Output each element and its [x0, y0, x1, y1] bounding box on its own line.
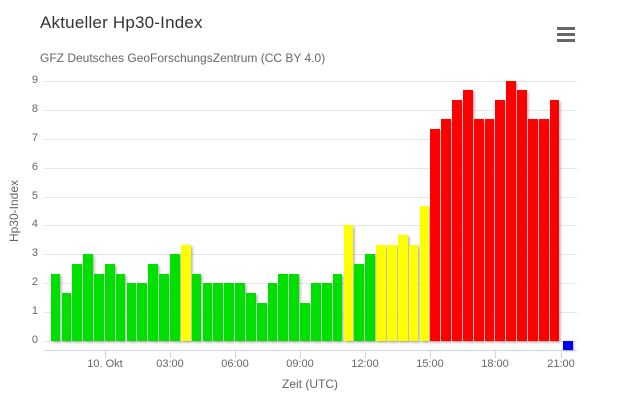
hp30-bar[interactable] — [115, 274, 126, 341]
gridline — [44, 254, 577, 255]
hp30-bar[interactable] — [104, 264, 115, 341]
hp30-bar[interactable] — [538, 119, 549, 341]
hp30-bar[interactable] — [267, 283, 278, 341]
x-axis-tick — [430, 350, 431, 358]
x-axis-line — [44, 350, 577, 351]
x-axis-tick — [365, 350, 366, 358]
hp30-bar[interactable] — [376, 245, 386, 341]
hp30-bar[interactable] — [159, 274, 169, 341]
hp30-bar[interactable] — [148, 264, 159, 341]
x-axis-label: 12:00 — [351, 358, 379, 370]
gridline — [44, 341, 577, 342]
hp30-bar[interactable] — [452, 100, 462, 341]
hamburger-icon — [557, 32, 575, 36]
x-axis-label: 03:00 — [156, 358, 184, 370]
x-axis-tick — [105, 350, 106, 358]
y-axis-label: 5 — [31, 190, 38, 202]
x-axis-label: 06:00 — [221, 358, 249, 370]
y-axis-label: 7 — [31, 132, 38, 144]
hp30-bar[interactable] — [169, 254, 180, 341]
hp30-bar[interactable] — [343, 225, 354, 341]
y-axis-label: 2 — [31, 276, 38, 288]
y-axis-label: 9 — [31, 74, 38, 86]
gridline — [44, 283, 577, 284]
gridline — [44, 225, 577, 226]
chart-subtitle: GFZ Deutsches GeoForschungsZentrum (CC B… — [40, 51, 326, 65]
hp30-bar[interactable] — [484, 119, 495, 341]
gridline — [44, 312, 577, 313]
chart-title: Aktueller Hp30-Index — [40, 13, 203, 32]
x-axis-label: 18:00 — [481, 358, 509, 370]
y-axis-label: 3 — [31, 247, 38, 259]
latest-point-marker[interactable] — [563, 341, 573, 350]
hp30-bar[interactable] — [386, 245, 397, 341]
hp30-bar[interactable] — [354, 264, 365, 341]
hp30-bar[interactable] — [495, 100, 506, 341]
hp30-bar[interactable] — [419, 206, 430, 341]
hp30-bar[interactable] — [365, 254, 376, 341]
y-axis-label: 8 — [31, 103, 38, 115]
hp30-bar[interactable] — [462, 90, 473, 341]
hp30-bar[interactable] — [224, 283, 234, 341]
hp30-bar[interactable] — [528, 119, 538, 341]
hp30-bar[interactable] — [202, 283, 213, 341]
hp30-bar[interactable] — [430, 129, 441, 341]
y-axis-label: 6 — [31, 161, 38, 173]
hp30-bar[interactable] — [180, 245, 191, 341]
hp30-bar[interactable] — [300, 303, 310, 341]
x-axis-label: 09:00 — [286, 358, 314, 370]
hp30-bar[interactable] — [397, 235, 408, 341]
export-menu-button[interactable] — [554, 23, 578, 45]
hp30-bar[interactable] — [94, 274, 104, 341]
hp30-bar[interactable] — [245, 293, 256, 341]
y-axis-label: 1 — [31, 305, 38, 317]
hp30-bar[interactable] — [408, 245, 419, 341]
hamburger-icon — [557, 38, 575, 42]
x-axis-tick — [170, 350, 171, 358]
x-axis-tick — [300, 350, 301, 358]
hp30-bar[interactable] — [126, 283, 137, 341]
hp30-bar[interactable] — [321, 283, 332, 341]
hamburger-icon — [557, 26, 575, 30]
hp30-bar[interactable] — [506, 81, 517, 341]
hp30-bar[interactable] — [72, 264, 83, 341]
x-axis-title: Zeit (UTC) — [282, 377, 338, 391]
hp30-bar[interactable] — [549, 100, 560, 341]
hp30-bar[interactable] — [137, 283, 148, 341]
hp30-bar[interactable] — [50, 274, 61, 341]
hp30-bar[interactable] — [278, 274, 289, 341]
gridline — [44, 139, 577, 140]
hp30-bar[interactable] — [332, 274, 343, 341]
hp30-bar[interactable] — [213, 283, 224, 341]
hp30-bar[interactable] — [235, 283, 245, 341]
gridline — [44, 81, 577, 82]
hp30-bar[interactable] — [256, 303, 267, 341]
gridline — [44, 197, 577, 198]
y-axis-label: 0 — [31, 334, 38, 346]
x-axis-label: 15:00 — [416, 358, 444, 370]
hp30-bar[interactable] — [83, 254, 93, 341]
x-axis-tick — [235, 350, 236, 358]
x-axis-label: 10. Okt — [87, 358, 123, 370]
hp30-bar[interactable] — [441, 119, 451, 341]
hp30-bar[interactable] — [289, 274, 300, 341]
x-axis-tick — [495, 350, 496, 358]
hp30-bar[interactable] — [473, 119, 484, 341]
hp30-bar[interactable] — [517, 90, 527, 341]
x-axis-label: 21:00 — [547, 358, 575, 370]
x-axis-tick — [561, 350, 562, 358]
gridline — [44, 168, 577, 169]
hp30-bar[interactable] — [311, 283, 321, 341]
gridline — [44, 110, 577, 111]
hp30-bar[interactable] — [191, 274, 202, 341]
y-axis-label: 4 — [31, 218, 38, 230]
hp30-bar[interactable] — [61, 293, 72, 341]
